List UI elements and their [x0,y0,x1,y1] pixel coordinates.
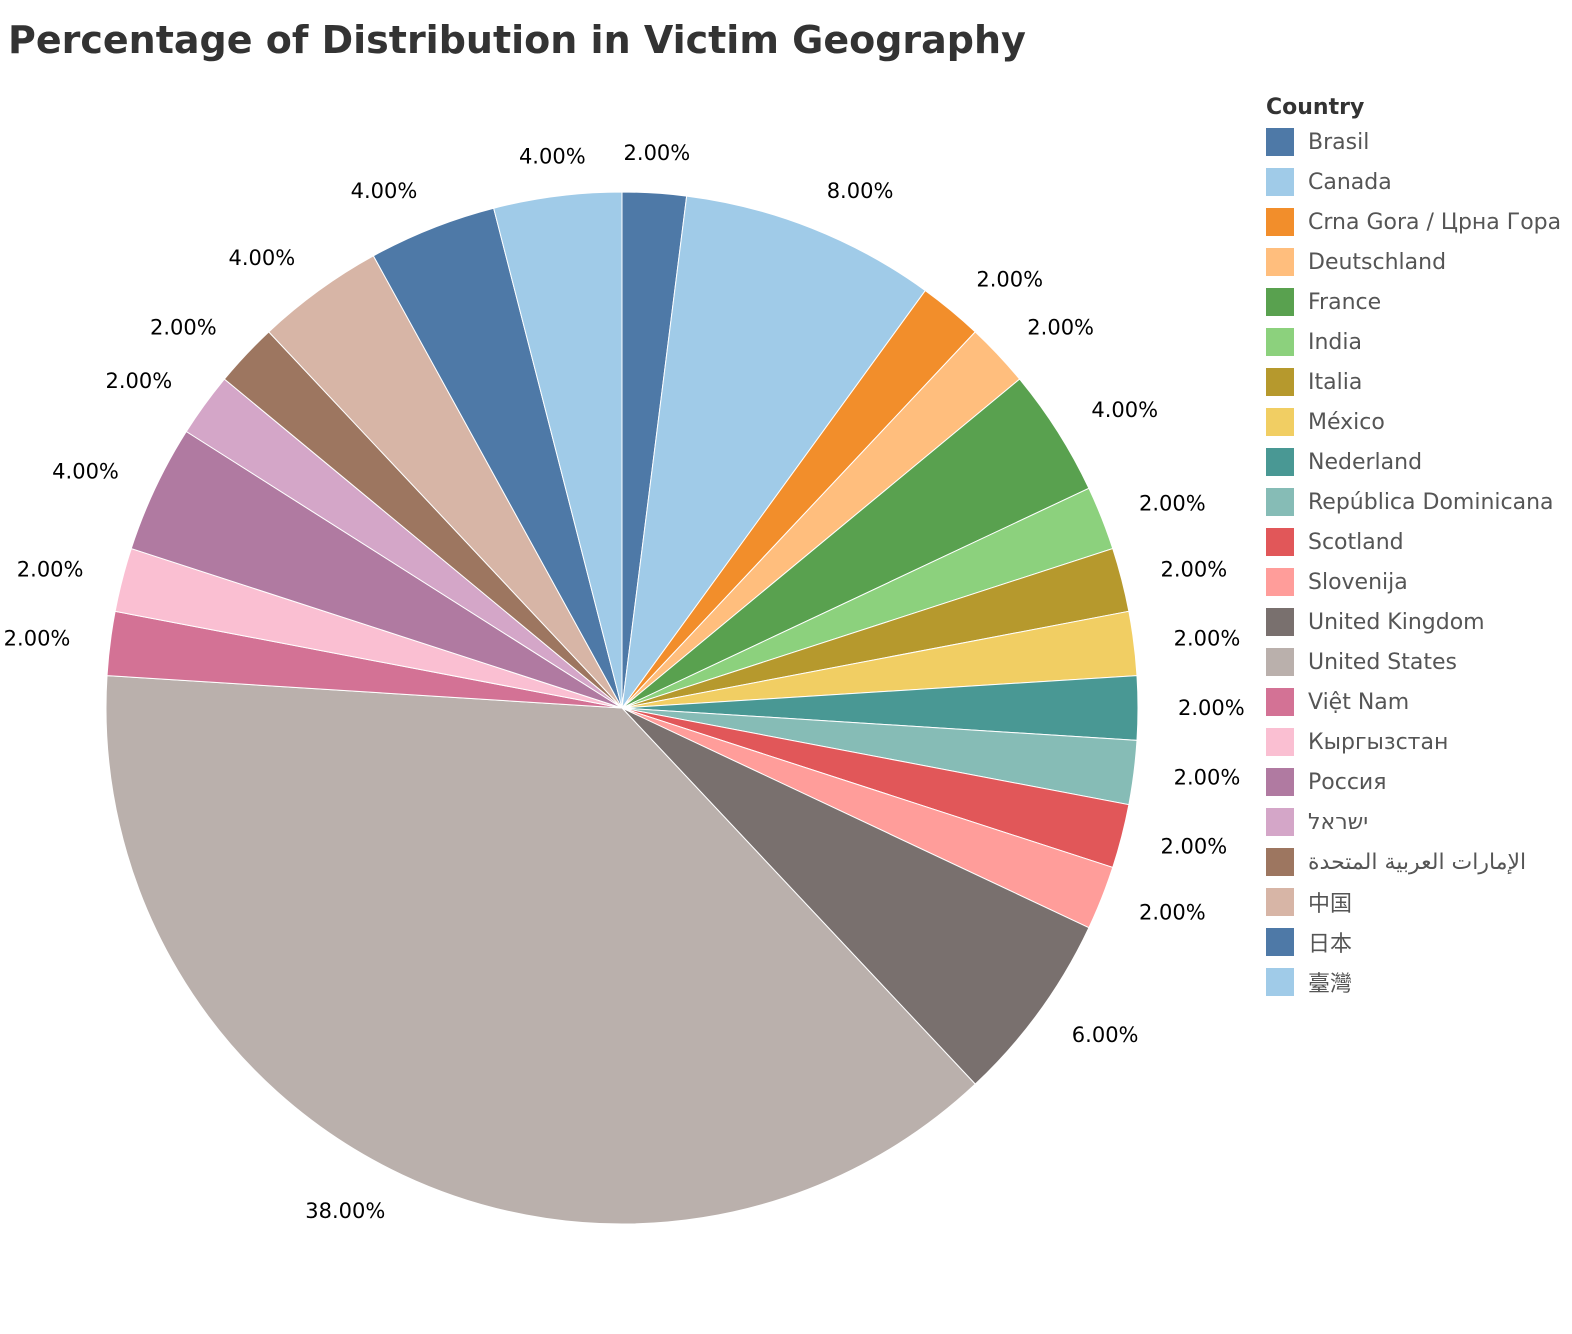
legend-swatch [1266,328,1294,356]
slice-label-united-kingdom-12: 6.00% [1072,1023,1139,1047]
legend-swatch [1266,728,1294,756]
legend-swatch [1266,888,1294,916]
legend-label: الإمارات العربية المتحدة [1308,849,1527,875]
legend-swatch [1266,528,1294,556]
legend-swatch [1266,848,1294,876]
slice-label-brasil-0: 2.00% [624,141,691,165]
legend-label: United Kingdom [1308,609,1485,635]
legend-item-3[interactable]: Deutschland [1266,242,1561,282]
legend-swatch [1266,608,1294,636]
legend-label: India [1308,329,1362,355]
slice-label-item-20: 4.00% [351,179,418,203]
legend-item-21[interactable]: 臺灣 [1266,962,1561,1002]
slice-label-repu-blica-dominicana-9: 2.00% [1174,766,1241,790]
legend-swatch [1266,688,1294,716]
legend-item-5[interactable]: India [1266,322,1561,362]
pie-slice-united-states-13[interactable] [105,675,976,1225]
legend-swatch [1266,368,1294,396]
legend-swatch [1266,488,1294,516]
legend-label: Brasil [1308,129,1370,155]
legend-swatch [1266,208,1294,236]
legend-label: 日本 [1308,932,1353,957]
legend-item-18[interactable]: الإمارات العربية المتحدة [1266,842,1561,882]
slice-label-item-17: 2.00% [105,369,172,393]
legend-swatch [1266,768,1294,796]
slice-label-united-states-13: 38.00% [305,1199,385,1223]
slice-label-item-16: 4.00% [52,459,119,483]
pie-chart: 2.00% 8.00% 2.00% 2.00% 4.00% 2.00% 2.00% 2.00%… [4,141,1245,1225]
legend-item-11[interactable]: Slovenija [1266,562,1561,602]
legend-item-4[interactable]: France [1266,282,1561,322]
legend-swatch [1266,128,1294,156]
legend-title: Country [1266,95,1365,120]
slice-label-item-18: 2.00% [150,315,217,339]
legend-label: Кыргызстан [1308,729,1449,755]
legend-item-17[interactable]: ישראל [1266,802,1561,842]
legend-swatch [1266,808,1294,836]
legend-item-14[interactable]: Việt Nam [1266,682,1561,722]
pie-slices [105,191,1139,1225]
legend-swatch [1266,448,1294,476]
legend-swatch [1266,568,1294,596]
slice-label-italia-6: 2.00% [1161,558,1228,582]
legend-item-16[interactable]: Россия [1266,762,1561,802]
legend-label: Canada [1308,169,1392,195]
legend-item-19[interactable]: 中国 [1266,882,1561,922]
slice-label-item-19: 4.00% [228,246,295,270]
legend-label: México [1308,409,1385,435]
legend-item-0[interactable]: Brasil [1266,122,1561,162]
legend: Country Brasil Canada Crna Gora / Црна Гор… [1266,94,1561,1002]
legend-swatch [1266,968,1294,996]
slice-label-deutschland-3: 2.00% [1027,315,1094,339]
legend-label: Nederland [1308,449,1423,475]
pie-slice-item-21[interactable] [493,191,623,709]
legend-item-9[interactable]: República Dominicana [1266,482,1561,522]
legend-item-15[interactable]: Кыргызстан [1266,722,1561,762]
pie-labels: 2.00% 8.00% 2.00% 2.00% 4.00% 2.00% 2.00% 2.00%… [4,141,1245,1223]
legend-label: 臺灣 [1308,972,1353,997]
slice-label-crna-gora-2: 2.00% [976,268,1043,292]
chart-title: Percentage of Distribution in Victim Geo… [8,18,1026,62]
legend-label: Slovenija [1308,569,1408,595]
legend-label: República Dominicana [1308,489,1554,515]
legend-item-1[interactable]: Canada [1266,162,1561,202]
legend-label: Crna Gora / Црна Гора [1308,209,1562,235]
slice-label-item-21: 4.00% [519,144,586,168]
legend-label: United States [1308,649,1457,675]
slice-label-nederland-8: 2.00% [1178,696,1245,720]
legend-items: Brasil Canada Crna Gora / Црна Гора Deutsch… [1266,122,1561,1002]
slice-label-canada-1: 8.00% [827,179,894,203]
legend-swatch [1266,168,1294,196]
pie-slice-canada-1[interactable] [621,195,926,709]
legend-item-10[interactable]: Scotland [1266,522,1561,562]
legend-label: Italia [1308,369,1363,395]
legend-swatch [1266,648,1294,676]
legend-label: ישראל [1308,809,1369,835]
legend-item-8[interactable]: Nederland [1266,442,1561,482]
slice-label-india-5: 2.00% [1139,491,1206,515]
legend-label: Scotland [1308,529,1404,555]
legend-label: Россия [1308,769,1387,795]
legend-item-12[interactable]: United Kingdom [1266,602,1561,642]
legend-label: Deutschland [1308,249,1447,275]
legend-item-13[interactable]: United States [1266,642,1561,682]
pie-slice-united-kingdom-12[interactable] [621,707,1090,1085]
legend-label: Việt Nam [1308,689,1410,715]
legend-swatch [1266,928,1294,956]
legend-item-20[interactable]: 日本 [1266,922,1561,962]
legend-item-2[interactable]: Crna Gora / Црна Гора [1266,202,1561,242]
slice-label-slovenija-11: 2.00% [1139,901,1206,925]
slice-label-france-4: 4.00% [1091,398,1158,422]
slice-label-vie-t-nam-14: 2.00% [4,626,71,650]
legend-label: 中国 [1308,892,1353,917]
legend-item-6[interactable]: Italia [1266,362,1561,402]
legend-item-7[interactable]: México [1266,402,1561,442]
slice-label-scotland-10: 2.00% [1161,834,1228,858]
legend-label: France [1308,289,1382,315]
legend-swatch [1266,408,1294,436]
legend-swatch [1266,248,1294,276]
slice-label-me-xico-7: 2.00% [1174,626,1241,650]
legend-swatch [1266,288,1294,316]
slice-label-item-15: 2.00% [17,558,84,582]
